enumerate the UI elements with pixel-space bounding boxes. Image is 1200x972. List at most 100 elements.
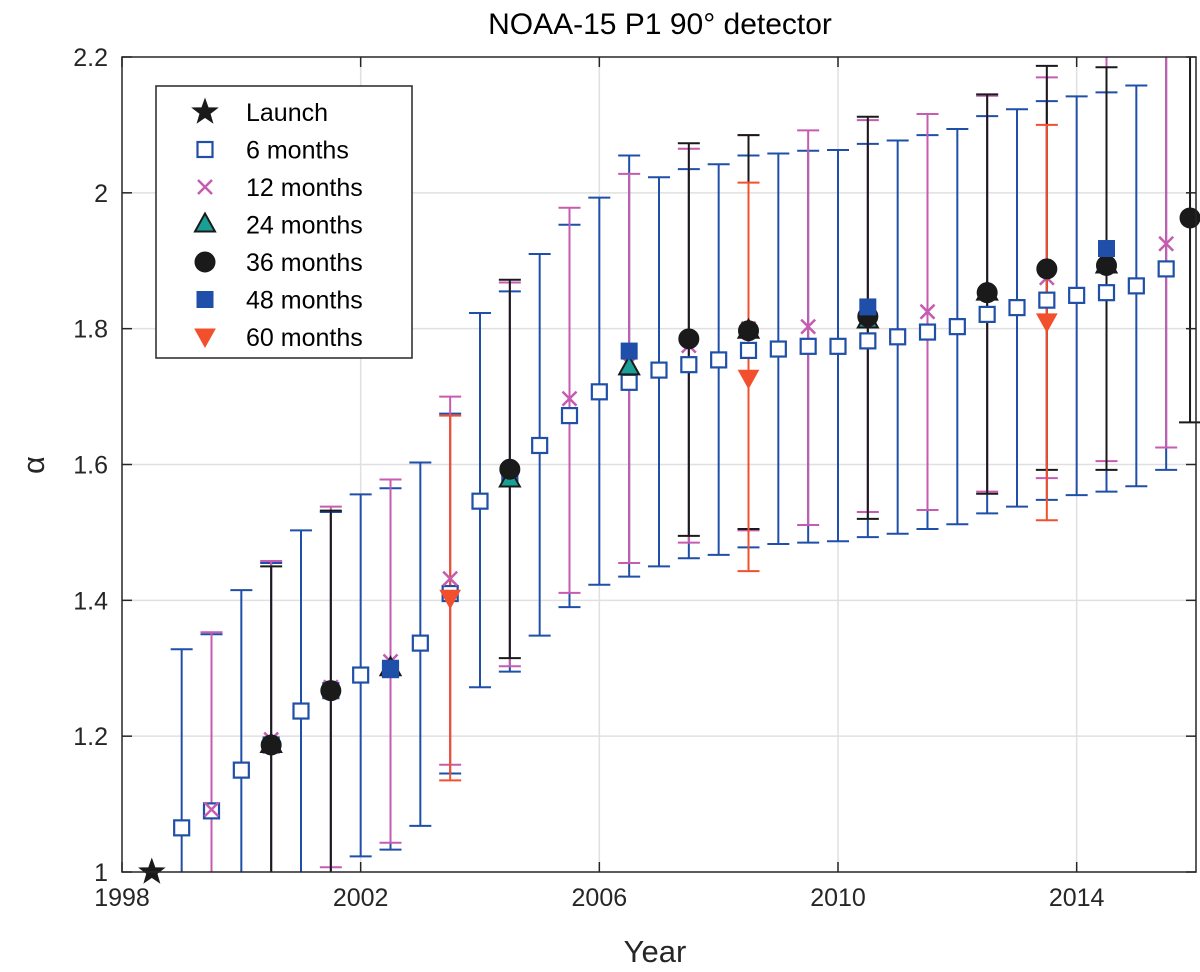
legend-marker-24-months (193, 211, 217, 233)
marker-6-months (352, 666, 370, 684)
marker-36-months (260, 734, 282, 756)
marker-6-months (232, 761, 250, 779)
legend-marker-48-months (196, 291, 214, 308)
x-marker-stroke (203, 801, 220, 818)
x-tick-label: 1998 (94, 884, 150, 912)
x-marker-stroke (919, 303, 936, 320)
marker-6-months (829, 337, 847, 355)
legend-marker-Launch (191, 97, 219, 124)
marker-12-months (442, 570, 459, 587)
marker-6-months (978, 305, 996, 324)
x-marker-stroke (197, 179, 213, 195)
marker-6-months (620, 373, 638, 391)
errorbar-36-months (260, 565, 283, 872)
legend-label-Launch: Launch (246, 99, 328, 127)
legend-label-24-months: 24 months (246, 212, 363, 240)
legend-label-36-months: 36 months (246, 249, 363, 277)
legend: Launch 6 months 12 months 24 months 36 month… (155, 85, 413, 359)
y-tick-label: 1.8 (73, 316, 108, 344)
axes-layer: 1998 2002 2006 2010 2014 1 1.2 1.4 1.6 1.8 2 2.2 (73, 44, 1197, 912)
x-marker-stroke (442, 570, 459, 587)
marker-60-months (1035, 313, 1058, 333)
marker-36-months (320, 680, 342, 702)
errorbar-6-months (290, 529, 312, 872)
marker-36-months (1036, 258, 1058, 280)
marker-6-months (590, 383, 608, 401)
marker-12-months (561, 390, 578, 407)
marker-6-months (292, 702, 310, 720)
marker-6-months (471, 492, 489, 510)
marker-6-months (650, 361, 668, 379)
marker-12-months (800, 318, 817, 335)
marker-6-months (859, 332, 877, 350)
marker-12-months (1158, 235, 1175, 252)
marker-6-months (1038, 291, 1056, 309)
marker-60-months (737, 369, 760, 390)
marker-6-months (799, 337, 817, 355)
y-tick-label: 2 (94, 180, 108, 208)
marker-6-months (739, 341, 758, 359)
marker-60-months (439, 589, 462, 610)
legend-marker-60-months (194, 328, 216, 349)
marker-6-months (769, 340, 787, 358)
legend-box (155, 85, 413, 359)
marker-6-months (1157, 260, 1175, 278)
legend-marker-12-months (197, 179, 213, 195)
marker-6-months (680, 356, 698, 374)
marker-6-months (531, 436, 549, 455)
x-tick-label: 2014 (1049, 884, 1105, 912)
marker-48-months (382, 659, 399, 677)
marker-6-months (1008, 299, 1026, 317)
marker-24-months (617, 354, 641, 376)
marker-6-months (889, 328, 907, 346)
marker-6-months (411, 634, 429, 652)
marker-6-months (918, 323, 937, 341)
x-tick-label: 2006 (572, 884, 628, 912)
legend-label-6-months: 6 months (246, 137, 349, 165)
errorbar-6-months (230, 589, 253, 872)
marker-36-months (1096, 255, 1117, 277)
x-marker-stroke (561, 390, 578, 407)
y-tick-label: 2.2 (73, 44, 108, 72)
legend-label-60-months: 60 months (246, 324, 363, 352)
x-axis-title: Year (624, 934, 687, 969)
marker-Launch (138, 857, 166, 884)
marker-48-months (620, 342, 638, 360)
y-tick-label: 1 (94, 859, 108, 887)
x-tick-label: 2002 (333, 884, 389, 912)
marker-6-months (1068, 286, 1086, 304)
marker-36-months (499, 458, 521, 480)
marker-12-months (203, 801, 220, 818)
marker-36-months (678, 328, 700, 350)
marker-6-months (173, 819, 191, 837)
x-tick-label: 2010 (810, 884, 866, 912)
marker-6-months (560, 407, 579, 425)
legend-marker-36-months (194, 251, 216, 273)
y-tick-label: 1.6 (73, 452, 108, 480)
errorbar-12-months (200, 631, 223, 872)
errorbar-12-months (1155, 57, 1178, 449)
y-axis-title: α (16, 456, 51, 474)
errorbar-36-months (1179, 57, 1200, 424)
marker-12-months (919, 303, 936, 320)
marker-6-months (948, 318, 966, 336)
legend-label-48-months: 48 months (246, 287, 363, 315)
marker-48-months (859, 298, 877, 316)
chart-title: NOAA-15 P1 90° detector (488, 8, 832, 41)
marker-48-months (1098, 240, 1115, 258)
legend-marker-6-months (196, 140, 214, 159)
marker-36-months (1179, 207, 1200, 229)
x-marker-stroke (1158, 235, 1175, 252)
y-tick-label: 1.2 (73, 723, 108, 751)
marker-6-months (710, 351, 728, 369)
marker-36-months (976, 282, 998, 304)
x-marker-stroke (800, 318, 817, 335)
marker-6-months (1097, 284, 1116, 302)
marker-36-months (738, 320, 759, 342)
legend-label-12-months: 12 months (246, 174, 363, 202)
y-tick-label: 1.4 (73, 587, 108, 615)
marker-6-months (1127, 277, 1145, 295)
marker-layer (138, 207, 1200, 884)
